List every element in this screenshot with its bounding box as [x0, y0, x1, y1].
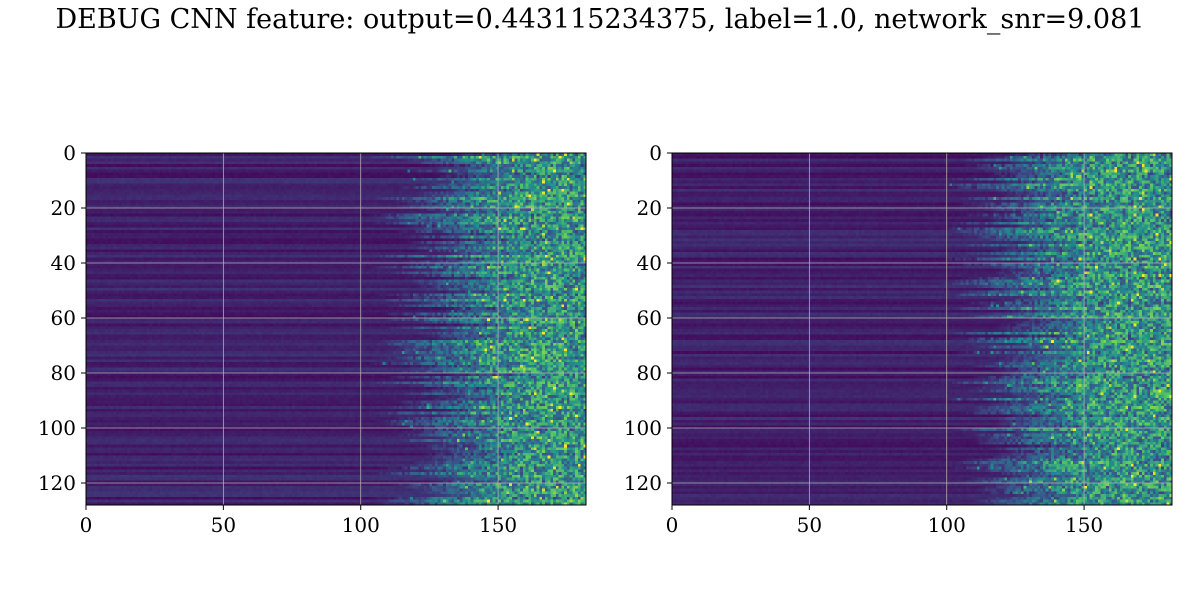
x-tick-label: 50	[797, 513, 822, 537]
heatmap-cells	[86, 153, 586, 505]
x-tick-label: 50	[211, 513, 236, 537]
y-tick-label: 60	[51, 306, 76, 330]
y-tick-label: 0	[63, 141, 76, 165]
heatmap-panel-1: 0 50 100 150 0 20 40 60 80 100 120	[38, 141, 587, 537]
y-tick-label: 80	[637, 361, 662, 385]
y-tick-label: 120	[38, 471, 76, 495]
y-tick-label: 80	[51, 361, 76, 385]
y-tick-label: 100	[38, 416, 76, 440]
y-tick-label: 40	[51, 251, 76, 275]
x-tick-label: 0	[666, 513, 679, 537]
y-tick-label: 120	[624, 471, 662, 495]
y-tick-label: 20	[51, 196, 76, 220]
x-tick-label: 150	[479, 513, 517, 537]
x-tick-label: 100	[928, 513, 966, 537]
y-tick-label: 20	[637, 196, 662, 220]
x-tick-label: 100	[342, 513, 380, 537]
heatmap-cells	[672, 153, 1172, 505]
y-tick-label: 0	[649, 141, 662, 165]
x-tick-label: 150	[1065, 513, 1103, 537]
y-tick-label: 40	[637, 251, 662, 275]
axes-frame	[85, 152, 587, 506]
heatmap-panel-2: 0 50 100 150 0 20 40 60 80 100 120	[624, 141, 1173, 537]
x-tick-label: 0	[80, 513, 93, 537]
y-tick-label: 60	[637, 306, 662, 330]
y-tick-label: 100	[624, 416, 662, 440]
figure-title: DEBUG CNN feature: output=0.443115234375…	[55, 4, 1145, 35]
axes-frame	[671, 152, 1173, 506]
